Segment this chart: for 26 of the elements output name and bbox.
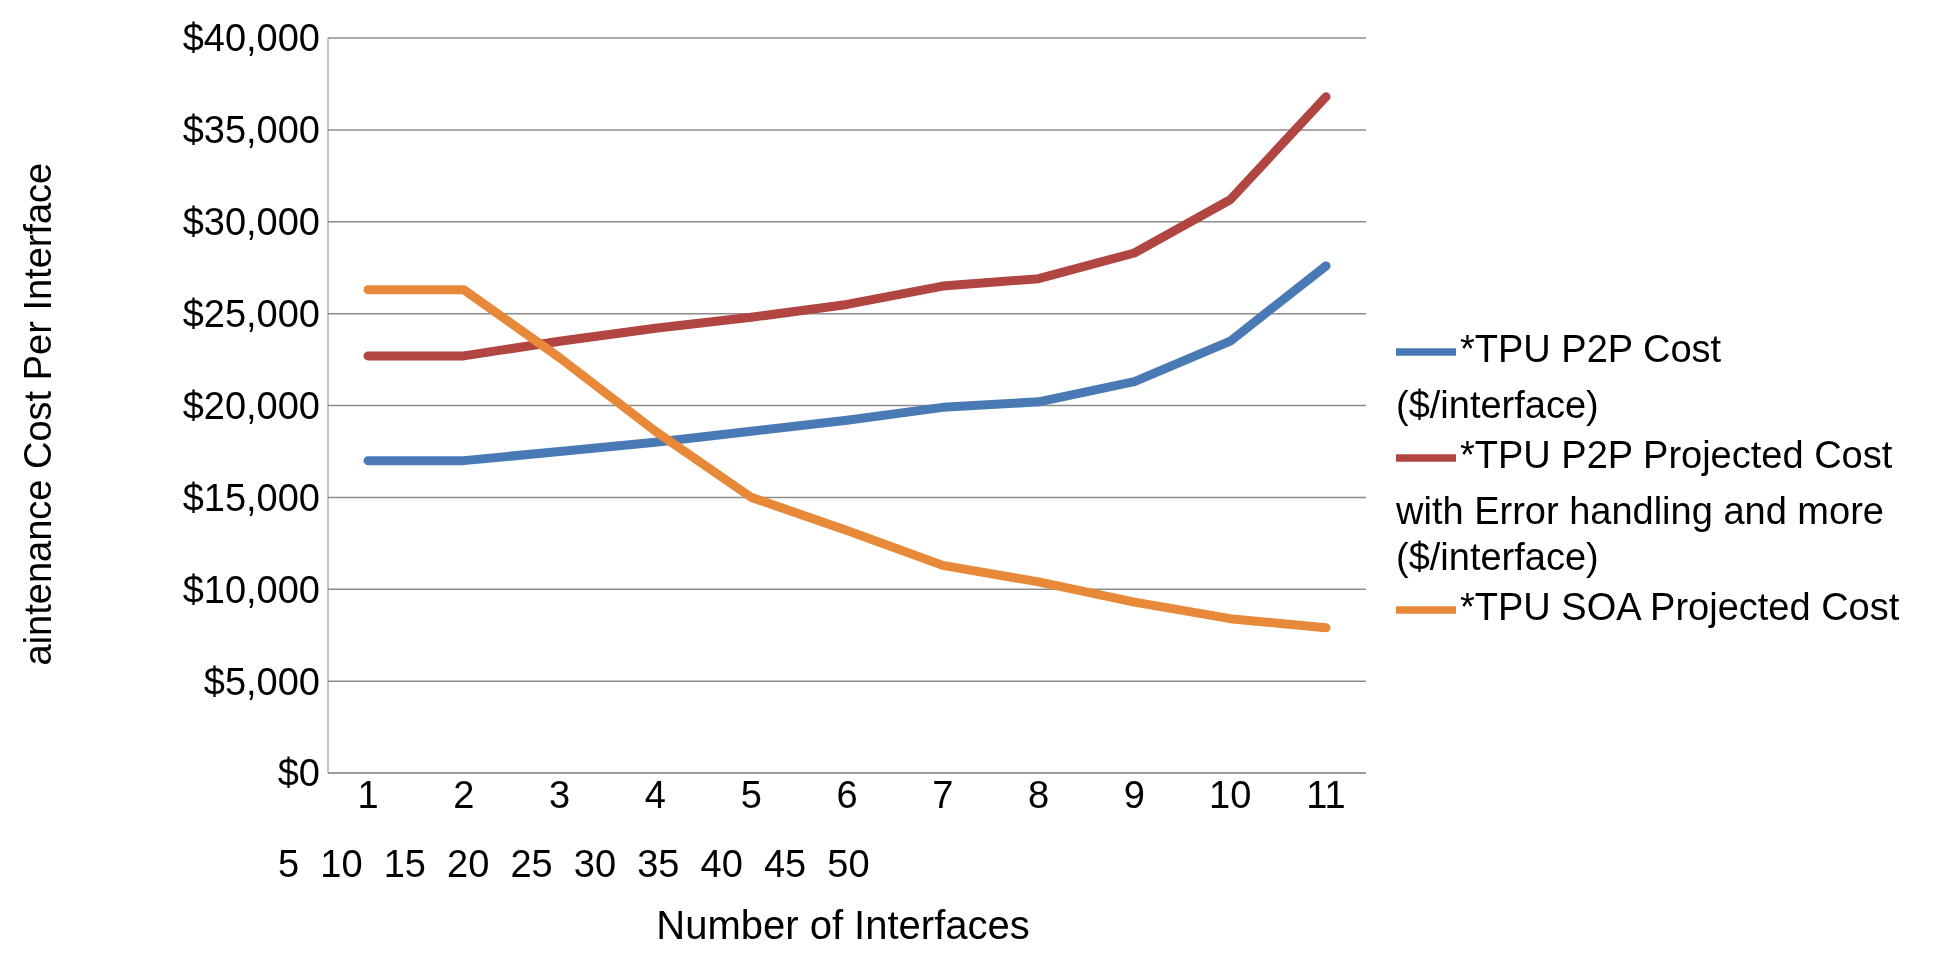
x-tick-label: 11 <box>1306 773 1346 816</box>
y-tick-label: $30,000 <box>182 201 320 244</box>
x-tick-label: 3 <box>549 773 571 816</box>
text: 5 10 15 20 25 30 35 40 45 50 <box>278 843 870 886</box>
y-tick-label: $40,000 <box>182 17 320 60</box>
x-tick-label: 9 <box>1123 773 1145 816</box>
y-tick-label: $15,000 <box>182 476 320 519</box>
y-tick-label: $20,000 <box>182 384 320 427</box>
legend-label: *TPU SOA Projected Cost <box>1460 585 1900 628</box>
y-tick-label: $10,000 <box>182 568 320 611</box>
x-tick-label: 8 <box>1028 773 1050 816</box>
x-tick-label: 7 <box>932 773 954 816</box>
x-tick-label: 10 <box>1209 773 1252 816</box>
y-tick-label: $0 <box>277 752 320 795</box>
y-tick-label: $35,000 <box>182 109 320 152</box>
x-tick-label: 4 <box>644 773 666 816</box>
y-tick-label: $25,000 <box>182 293 320 336</box>
legend-label: *TPU P2P Projected Cost with Error handling and more ($/interface) <box>1396 433 1893 578</box>
y-tick-label: $5,000 <box>203 660 320 703</box>
x-tick-label: 6 <box>836 773 858 816</box>
x-tick-label: 5 <box>740 773 762 816</box>
legend-label: *TPU P2P Cost ($/interface) <box>1396 327 1722 426</box>
x-tick-label: 1 <box>357 773 379 816</box>
y-axis-title: aintenance Cost Per Interface <box>17 162 60 666</box>
x-axis-title: Number of Interfaces <box>655 903 1031 948</box>
x-tick-label: 2 <box>453 773 475 816</box>
